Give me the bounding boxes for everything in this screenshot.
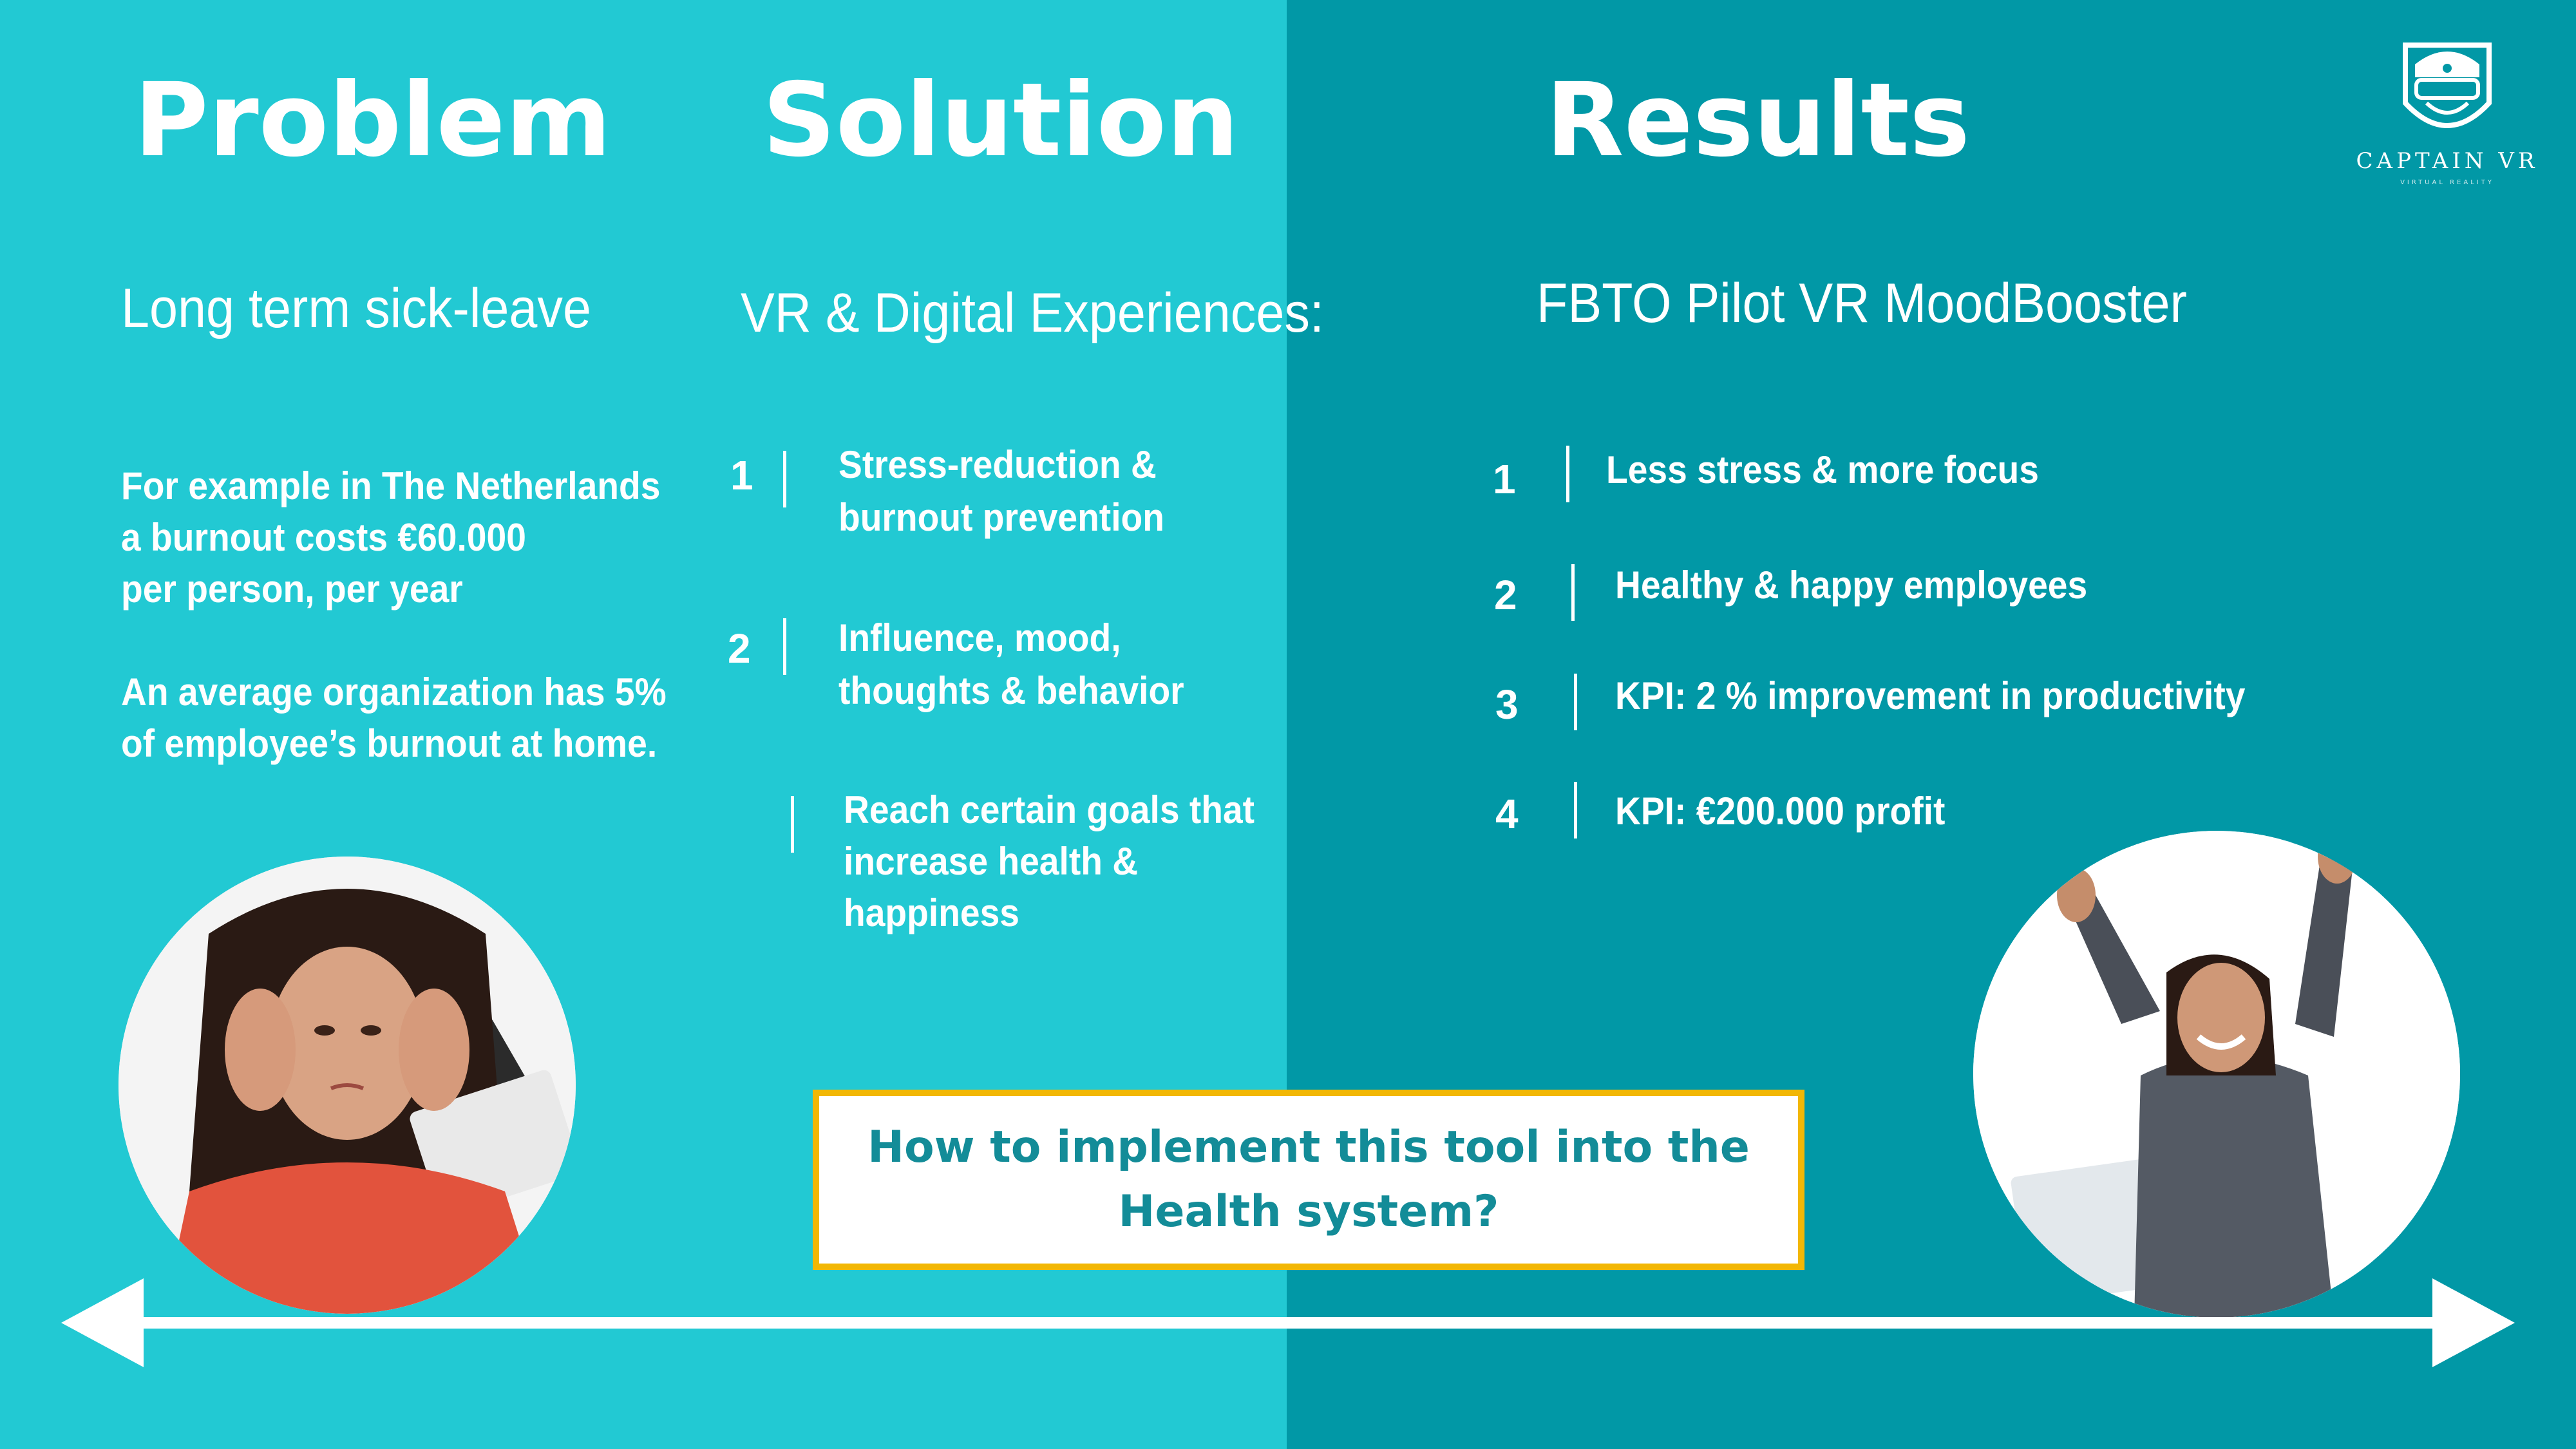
results-item-divider (1574, 674, 1577, 730)
problem-line: of employee’s burnout at home. (121, 722, 658, 765)
solution-item-divider (791, 796, 794, 853)
results-subtitle: FBTO Pilot VR MoodBooster (1537, 272, 2187, 334)
results-item-divider (1574, 782, 1577, 838)
problem-heading: Problem (134, 61, 612, 180)
callout-text: How to implement this tool into the Heal… (867, 1122, 1750, 1237)
results-item-number: 4 (1495, 791, 1519, 837)
solution-subtitle: VR & Digital Experiences: (741, 282, 1324, 344)
logo-tagline: VIRTUAL REALITY (2400, 179, 2494, 186)
solution-item-line: increase health & (844, 840, 1139, 883)
results-item-text: KPI: 2 % improvement in productivity (1615, 674, 2246, 717)
results-item-text: Less stress & more focus (1606, 448, 2039, 491)
problem-line: per person, per year (121, 567, 463, 611)
solution-item-number: 2 (728, 625, 751, 672)
problem-line: a burnout costs €60.000 (121, 516, 526, 559)
timeline-double-arrow (61, 1278, 2515, 1367)
solution-item-line: burnout prevention (838, 496, 1164, 539)
solution-heading: Solution (762, 61, 1239, 180)
results-item-number: 3 (1495, 681, 1519, 728)
problem-line: For example in The Netherlands (121, 464, 661, 507)
results-item-number: 1 (1493, 456, 1516, 502)
problem-line: An average organization has 5% (121, 670, 667, 714)
results-item-text: KPI: €200.000 profit (1615, 790, 1946, 833)
solution-item-number: 1 (730, 452, 753, 498)
results-item-text: Healthy & happy employees (1615, 564, 2088, 607)
captain-hat-icon (2403, 43, 2492, 128)
implementation-question-callout: How to implement this tool into the Heal… (813, 1090, 1804, 1270)
solution-item-line: Influence, mood, (838, 616, 1121, 659)
solution-item-line: Stress-reduction & (838, 443, 1157, 486)
solution-item-line: Reach certain goals that (844, 788, 1255, 831)
logo-name: CAPTAIN VR (2356, 148, 2539, 174)
solution-item-divider (783, 618, 786, 675)
results-item-divider (1566, 446, 1569, 502)
solution-item-line: happiness (844, 891, 1020, 934)
captain-vr-logo: CAPTAIN VR VIRTUAL REALITY (2344, 26, 2550, 200)
solution-item-line: thoughts & behavior (838, 669, 1184, 712)
solution-item-divider (783, 451, 786, 507)
results-item-divider (1571, 564, 1575, 621)
results-item-number: 2 (1494, 572, 1517, 618)
happy-woman-photo (1973, 831, 2460, 1318)
results-heading: Results (1546, 61, 1971, 180)
stressed-woman-photo (118, 857, 576, 1314)
problem-subtitle: Long term sick-leave (121, 278, 591, 339)
